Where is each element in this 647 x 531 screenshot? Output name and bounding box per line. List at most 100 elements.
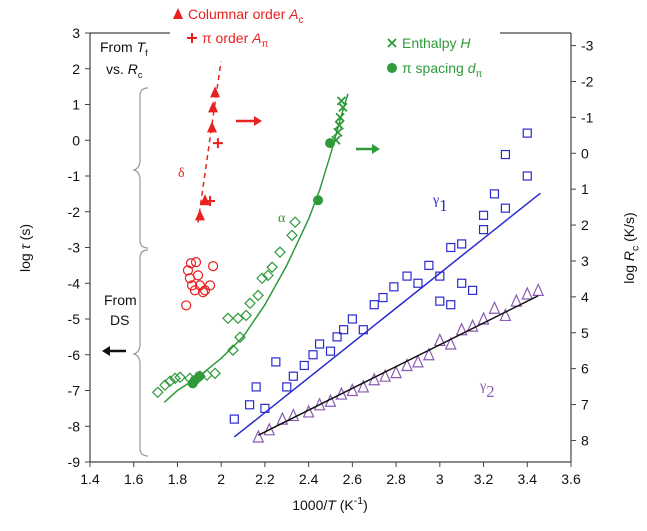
point (489, 189, 500, 199)
text-part: α (278, 211, 286, 226)
y2-tick-label: 7 (581, 397, 589, 413)
text-part: γ (479, 379, 486, 394)
point (184, 372, 196, 385)
point (251, 382, 261, 392)
point (347, 314, 357, 324)
point (314, 339, 325, 349)
y-tick-label: -6 (68, 347, 81, 363)
arrow-head (102, 346, 110, 356)
point (262, 269, 274, 282)
x-tick-label: 2.6 (343, 471, 363, 487)
text-part: log (17, 249, 33, 272)
point (357, 379, 370, 393)
text-part: π order (202, 30, 252, 46)
point (446, 242, 456, 253)
x-tick-label: 1.8 (168, 471, 188, 487)
text-part: R (128, 61, 138, 77)
x-tick-label: 3 (436, 471, 444, 487)
point (192, 270, 204, 281)
y2-tick-label: 6 (581, 361, 589, 377)
text-part: f (145, 48, 148, 58)
point (522, 171, 532, 181)
point (222, 312, 234, 325)
point (271, 357, 281, 367)
text-part: 1 (439, 196, 447, 215)
text-part: π spacing (402, 60, 468, 76)
text-part: π (261, 39, 268, 50)
rich-text: vs. Rc (106, 61, 143, 80)
point (424, 260, 434, 270)
text-part: T (327, 497, 337, 513)
point (336, 96, 347, 106)
brace (132, 87, 149, 249)
point (335, 386, 348, 400)
text-part: From (100, 39, 137, 55)
x-tick-label: 3.4 (518, 471, 538, 487)
legend-marker (187, 33, 197, 43)
point (369, 300, 379, 310)
text-part: H (460, 35, 471, 51)
x-tick-label: 1.6 (124, 471, 144, 487)
text-part: (s) (17, 224, 33, 244)
point (206, 121, 217, 133)
layout (89, 32, 572, 463)
text-part: Columnar order (188, 6, 289, 22)
y2-tick-label: 2 (581, 217, 589, 233)
point (209, 367, 221, 380)
point (466, 318, 479, 332)
rich-text: γ2 (479, 379, 495, 401)
point (187, 378, 198, 389)
text-part: c (299, 15, 304, 26)
point (478, 210, 489, 220)
x-tick-label: 2 (217, 471, 225, 487)
point (413, 278, 423, 288)
x-tick-label: 1.4 (80, 471, 100, 487)
point (435, 296, 445, 306)
text-part: d (468, 60, 477, 76)
point (204, 280, 216, 291)
point (252, 289, 264, 302)
x-tick-label: 2.4 (299, 471, 319, 487)
text-part: τ (17, 243, 33, 249)
point (308, 350, 318, 360)
y2-tick-label: 0 (581, 145, 589, 161)
arrow-head (254, 116, 262, 126)
point (227, 344, 239, 356)
text-part: Enthalpy (402, 35, 460, 51)
x-tick-label: 2.2 (255, 471, 275, 487)
point (182, 265, 194, 276)
point (500, 149, 511, 160)
text-part: π (476, 69, 483, 80)
text-part: (K (336, 497, 355, 513)
point (208, 101, 219, 113)
point (181, 300, 192, 311)
point (252, 429, 265, 443)
point (256, 272, 268, 285)
point (190, 257, 202, 268)
y2-tick-label: -3 (581, 38, 594, 54)
y-tick-label: 2 (72, 61, 80, 77)
point (455, 322, 468, 336)
point (244, 297, 256, 310)
point (207, 260, 219, 272)
x-tick-label: 3.2 (474, 471, 494, 487)
point (325, 346, 336, 356)
fit-line (258, 295, 539, 436)
y-tick-label: -9 (68, 454, 81, 470)
point (240, 309, 252, 322)
point (313, 397, 326, 411)
point (276, 411, 289, 425)
point (299, 360, 309, 371)
point (164, 375, 176, 388)
legend-marker (387, 63, 397, 73)
point (232, 312, 244, 325)
y-tick-label: -3 (68, 240, 81, 256)
rich-text: From (104, 292, 137, 308)
point (212, 138, 223, 149)
rich-text: γ1 (432, 193, 448, 215)
point (444, 336, 457, 350)
y-tick-label: 1 (72, 97, 80, 113)
point (477, 311, 490, 325)
text-part: From (104, 292, 137, 308)
